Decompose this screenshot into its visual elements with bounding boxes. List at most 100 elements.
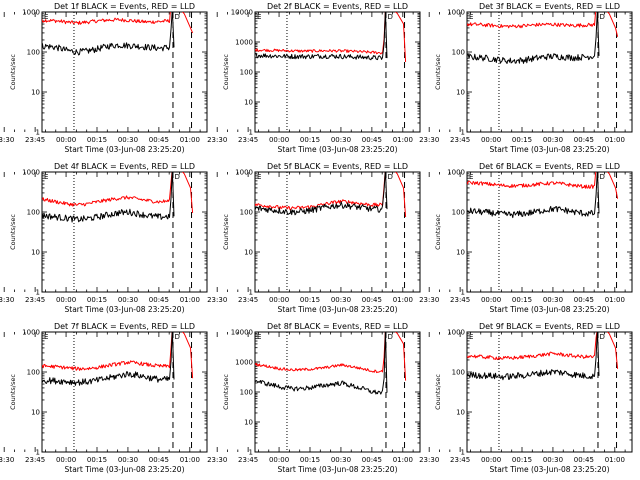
panel-title: Det 3f BLACK = Events, RED = LLD xyxy=(479,2,620,11)
x-tick-label: 23:45 xyxy=(238,296,258,304)
events-rate-line xyxy=(42,172,175,223)
x-axis-title: Start Time (03-Jun-08 23:25:20) xyxy=(278,465,398,474)
x-tick-label: 23:30 xyxy=(207,296,227,304)
y-tick-label: 1 xyxy=(249,449,253,457)
y-tick-label: 10 xyxy=(31,409,40,417)
plot-data xyxy=(467,12,619,132)
x-tick-label: 01:00 xyxy=(393,296,413,304)
y-tick-label: 100 xyxy=(240,389,253,397)
detector-panel-8: Det 8f BLACK = Events, RED = LLD Counts/s… xyxy=(207,322,421,474)
y-tick-label: 1 xyxy=(36,289,40,297)
y-tick-label: 100 xyxy=(452,209,465,217)
corner-label-left: E xyxy=(44,333,48,341)
corner-label-left: E xyxy=(257,333,261,341)
y-tick-label: 1000 xyxy=(235,169,253,177)
x-tick-label: 23:45 xyxy=(25,136,45,144)
plot-frame xyxy=(466,331,633,453)
lld-rate-line xyxy=(42,332,194,379)
y-tick-label: 100 xyxy=(240,209,253,217)
y-tick-label: 10 xyxy=(31,89,40,97)
y-tick-label: 100 xyxy=(452,369,465,377)
plot-frame xyxy=(41,171,208,293)
x-tick-label: 01:00 xyxy=(393,136,413,144)
corner-label-left: E xyxy=(44,173,48,181)
detector-panel-5: Det 5f BLACK = Events, RED = LLD Counts/s… xyxy=(207,162,421,314)
y-axis-title: Counts/sec xyxy=(434,214,442,250)
x-tick-label: 23:30 xyxy=(207,456,227,464)
x-tick-label: 00:45 xyxy=(149,296,169,304)
y-tick-label: 10 xyxy=(244,99,253,107)
corner-label-left: E xyxy=(469,173,473,181)
plot-data xyxy=(42,332,194,452)
plot-frame xyxy=(41,11,208,133)
x-tick-label: 01:00 xyxy=(605,456,625,464)
x-tick-label: 00:00 xyxy=(56,296,76,304)
x-tick-label: 00:30 xyxy=(543,136,563,144)
y-tick-label: 100 xyxy=(27,49,40,57)
y-tick-label: 1000 xyxy=(447,329,465,337)
y-tick-label: 1 xyxy=(461,449,465,457)
y-axis-title: Counts/sec xyxy=(434,54,442,90)
x-tick-label: 23:30 xyxy=(207,136,227,144)
x-tick-label: 00:00 xyxy=(269,136,289,144)
y-tick-label: 1000 xyxy=(22,169,40,177)
y-tick-label: 1 xyxy=(249,129,253,137)
plot-data xyxy=(42,172,194,292)
events-rate-line xyxy=(467,332,600,381)
y-tick-label: 10 xyxy=(31,249,40,257)
y-axis-title: Counts/sec xyxy=(222,214,230,250)
detector-panel-4: Det 4f BLACK = Events, RED = LLD Counts/s… xyxy=(0,162,208,314)
events-rate-line xyxy=(42,332,175,386)
corner-label-right: D xyxy=(387,333,392,341)
y-tick-label: 1000 xyxy=(22,329,40,337)
y-tick-label: 100 xyxy=(27,369,40,377)
x-tick-label: 00:45 xyxy=(362,136,382,144)
x-tick-label: 00:15 xyxy=(87,136,107,144)
x-tick-label: 00:45 xyxy=(149,136,169,144)
panel-title: Det 7f BLACK = Events, RED = LLD xyxy=(54,322,195,331)
x-tick-label: 00:00 xyxy=(269,296,289,304)
x-tick-label: 00:30 xyxy=(331,296,351,304)
x-tick-label: 00:15 xyxy=(87,296,107,304)
plot-frame xyxy=(41,331,208,453)
detector-panel-9: Det 9f BLACK = Events, RED = LLD Counts/s… xyxy=(419,322,633,474)
x-tick-label: 23:45 xyxy=(450,136,470,144)
y-tick-label: 1000 xyxy=(447,9,465,17)
y-tick-label: 10000 xyxy=(231,9,253,17)
y-tick-label: 1 xyxy=(461,129,465,137)
y-tick-label: 10 xyxy=(244,249,253,257)
y-tick-label: 100 xyxy=(27,209,40,217)
x-tick-label: 23:45 xyxy=(25,296,45,304)
events-rate-line xyxy=(42,12,175,56)
x-tick-label: 00:45 xyxy=(574,456,594,464)
plot-data xyxy=(255,12,407,132)
detector-panel-3: Det 3f BLACK = Events, RED = LLD Counts/s… xyxy=(419,2,633,154)
lld-rate-line xyxy=(255,172,407,218)
x-tick-label: 00:00 xyxy=(269,456,289,464)
detector-panel-2: Det 2f BLACK = Events, RED = LLD Counts/s… xyxy=(207,2,421,154)
x-tick-label: 23:45 xyxy=(450,456,470,464)
x-tick-label: 00:15 xyxy=(87,456,107,464)
panel-title: Det 9f BLACK = Events, RED = LLD xyxy=(479,322,620,331)
x-tick-label: 00:00 xyxy=(481,456,501,464)
x-tick-label: 00:00 xyxy=(481,136,501,144)
y-tick-label: 1000 xyxy=(22,9,40,17)
x-tick-label: 00:30 xyxy=(118,136,138,144)
x-tick-label: 00:30 xyxy=(331,136,351,144)
corner-label-right: D xyxy=(599,173,604,181)
x-tick-label: 00:15 xyxy=(512,136,532,144)
x-tick-label: 00:00 xyxy=(481,296,501,304)
y-tick-label: 1000 xyxy=(235,39,253,47)
x-tick-label: 00:30 xyxy=(543,456,563,464)
lld-rate-line xyxy=(467,332,619,369)
x-tick-label: 00:45 xyxy=(362,296,382,304)
x-axis-title: Start Time (03-Jun-08 23:25:20) xyxy=(65,145,185,154)
x-tick-label: 00:30 xyxy=(118,456,138,464)
corner-label-left: E xyxy=(257,13,261,21)
x-tick-label: 23:45 xyxy=(450,296,470,304)
corner-label-right: D xyxy=(174,333,179,341)
x-tick-label: 01:00 xyxy=(605,136,625,144)
x-tick-label: 00:15 xyxy=(300,136,320,144)
plot-data xyxy=(467,172,619,292)
